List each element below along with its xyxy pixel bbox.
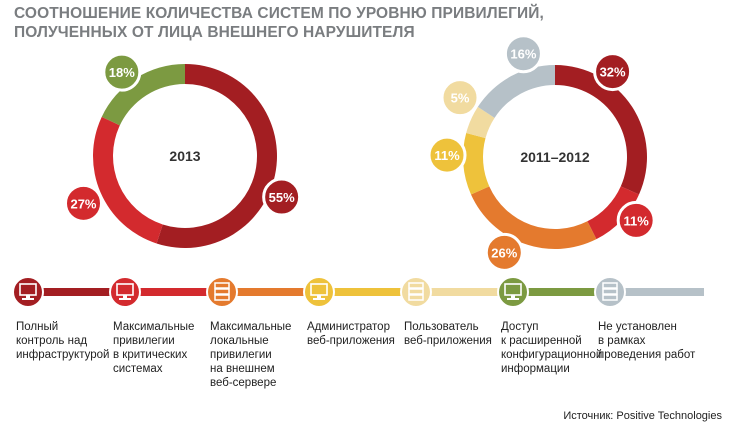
- legend-label: Администратор веб-приложения: [307, 321, 395, 347]
- data-label: 11%: [434, 148, 460, 163]
- legend-marker: [497, 276, 529, 308]
- legend-label: Максимальные локальные привилегии на вне…: [210, 321, 292, 389]
- legend-label: Полный контроль над инфраструктурой: [16, 321, 110, 361]
- data-label: 55%: [269, 190, 295, 205]
- legend-strip: [12, 276, 704, 308]
- legend-label: Максимальные привилегии в критических си…: [113, 321, 195, 375]
- data-label: 32%: [600, 65, 626, 80]
- computer-icon: [310, 283, 328, 300]
- legend-marker: [594, 276, 626, 308]
- donut-slice: [477, 65, 555, 118]
- value-badge: [63, 183, 103, 223]
- value-badge: [593, 52, 633, 92]
- donut-slice: [93, 116, 163, 244]
- server-icon: [408, 282, 424, 301]
- legend-bar: [42, 288, 122, 296]
- value-badge: [484, 232, 524, 272]
- data-label: 16%: [510, 47, 536, 62]
- legend-marker: [12, 276, 44, 308]
- value-badge: [427, 135, 467, 175]
- server-icon: [214, 282, 230, 301]
- computer-icon: [504, 283, 522, 300]
- legend-bar: [430, 288, 510, 296]
- value-badge: [102, 52, 142, 92]
- legend-bar: [527, 288, 607, 296]
- legend-label: Не установлен в рамках проведения работ: [598, 321, 696, 361]
- donut-slice: [156, 64, 277, 249]
- legend-marker: [109, 276, 141, 308]
- legend-marker: [206, 276, 238, 308]
- donut-center-label: 2013: [169, 148, 200, 164]
- donut-slice: [101, 64, 185, 126]
- value-badge: [440, 78, 480, 118]
- donut-slice: [555, 65, 647, 195]
- data-label: 5%: [451, 91, 470, 106]
- value-badge: [503, 34, 543, 74]
- legend-bar: [333, 288, 413, 296]
- computer-icon: [116, 283, 134, 300]
- donut-slice: [470, 186, 597, 249]
- legend-marker: [303, 276, 335, 308]
- data-label: 26%: [491, 245, 517, 260]
- chart-title: СООТНОШЕНИЕ КОЛИЧЕСТВА СИСТЕМ ПО УРОВНЮ …: [14, 5, 544, 41]
- donut-slice: [463, 132, 490, 195]
- source-note: Источник: Positive Technologies: [563, 410, 722, 422]
- donut-chart-2: 2011–2012 32% 11% 26% 11% 5% 16%: [427, 34, 656, 272]
- data-label: 11%: [624, 213, 650, 228]
- donut-slice: [587, 186, 640, 240]
- value-badge: [262, 177, 302, 217]
- data-label: 18%: [109, 65, 135, 80]
- donut-center-label: 2011–2012: [520, 149, 590, 165]
- computer-icon: [19, 283, 37, 300]
- legend-bar: [624, 288, 704, 296]
- legend-label: Пользователь веб-приложения: [404, 321, 492, 347]
- legend-bar: [139, 288, 219, 296]
- value-badge: [616, 200, 656, 240]
- legend-bar: [236, 288, 316, 296]
- server-icon: [602, 282, 618, 301]
- donut-slice: [466, 106, 495, 139]
- data-label: 27%: [70, 196, 96, 211]
- legend-marker: [400, 276, 432, 308]
- legend-label: Доступ к расширенной конфигурационной ин…: [501, 321, 603, 375]
- donut-chart-1: 2013 55% 27% 18%: [63, 52, 302, 249]
